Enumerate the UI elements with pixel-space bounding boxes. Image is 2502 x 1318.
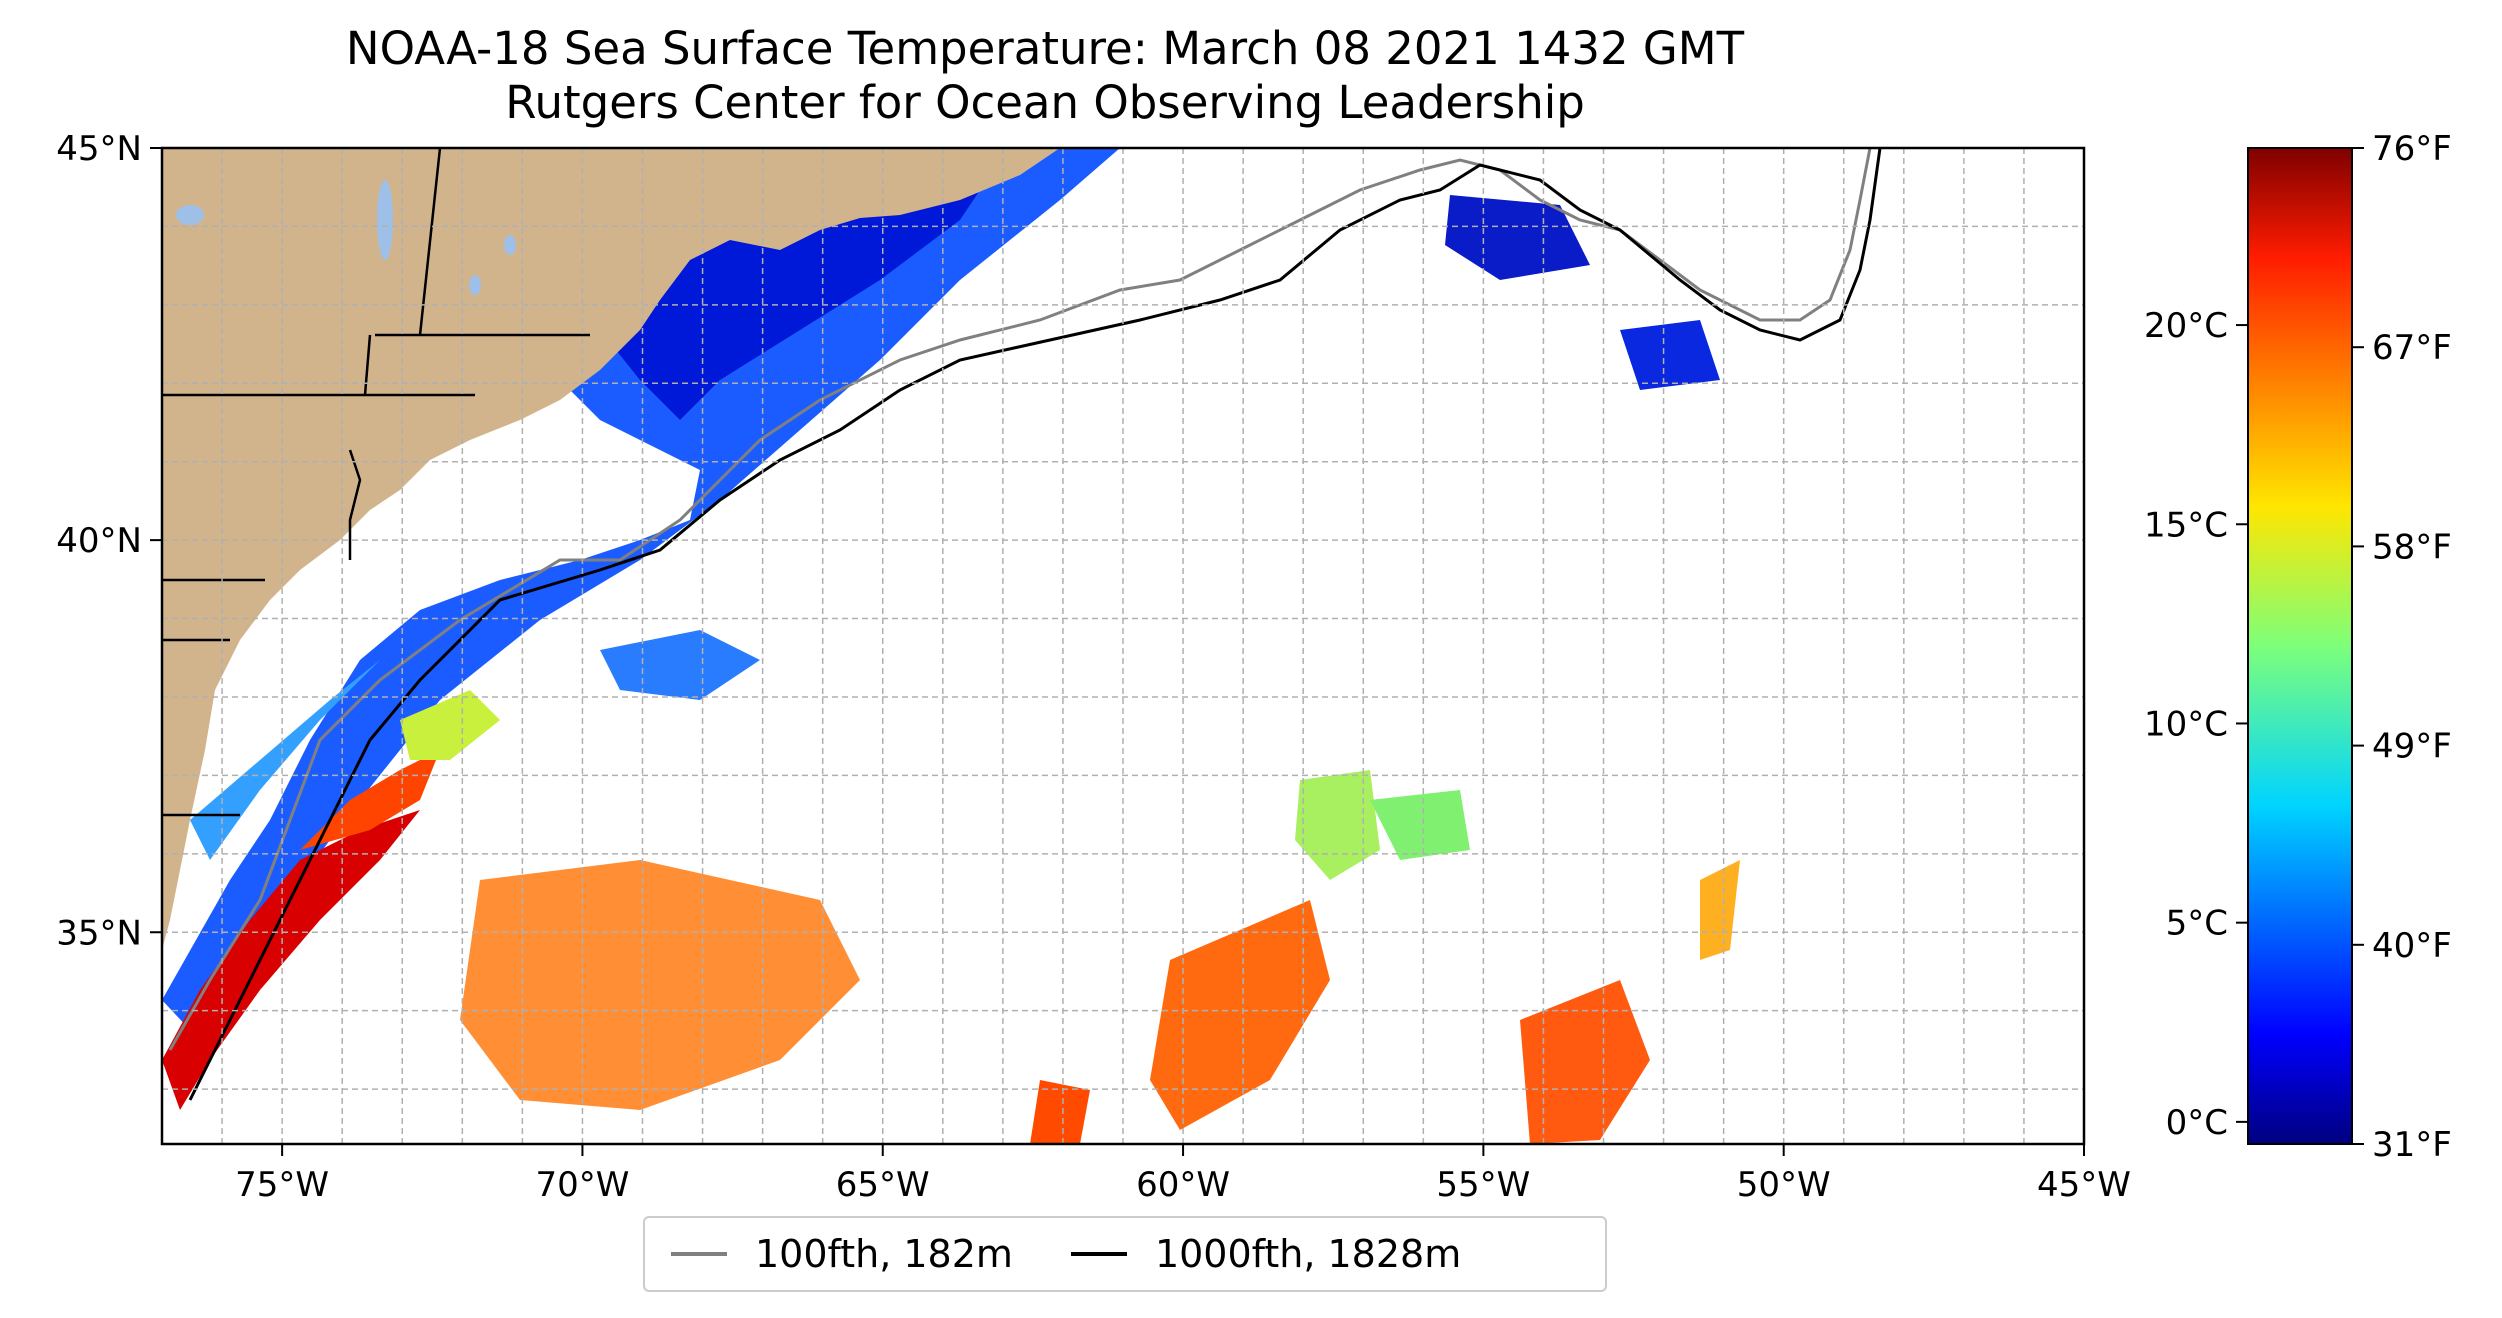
lon-tick-label: 45°W bbox=[2037, 1165, 2131, 1205]
colorbar-c-tick-label: 5°C bbox=[2166, 904, 2228, 944]
state-boundaries bbox=[162, 148, 590, 817]
colorbar-f-tick-label: 76°F bbox=[2372, 129, 2452, 169]
contour-100fth bbox=[168, 148, 1872, 1051]
lakes bbox=[176, 180, 516, 295]
legend-swatch-1000fth bbox=[1070, 1252, 1127, 1256]
contour-1000fth bbox=[188, 148, 1882, 1101]
legend-item-1000fth: 1000fth, 1828m bbox=[1070, 1232, 1462, 1276]
legend-label-100fth: 100fth, 182m bbox=[755, 1232, 1013, 1276]
warm-water-region bbox=[162, 690, 1740, 1144]
title-line-2: Rutgers Center for Ocean Observing Leade… bbox=[505, 76, 1585, 129]
colorbar-f-tick-label: 58°F bbox=[2372, 527, 2452, 567]
lon-tick-label: 70°W bbox=[535, 1165, 629, 1205]
lon-tick-label: 75°W bbox=[235, 1165, 329, 1205]
lon-tick-label: 60°W bbox=[1136, 1165, 1230, 1205]
lon-tick-label: 55°W bbox=[1436, 1165, 1530, 1205]
colorbar-c-tick-label: 0°C bbox=[2166, 1103, 2228, 1143]
legend-label-1000fth: 1000fth, 1828m bbox=[1154, 1232, 1462, 1276]
colorbar-f-tick-label: 67°F bbox=[2372, 328, 2452, 368]
colorbar-c-tick-label: 15°C bbox=[2144, 505, 2228, 545]
map-gridlines bbox=[162, 148, 2084, 1144]
map-frame bbox=[160, 146, 2086, 1146]
colorbar bbox=[2247, 147, 2353, 1145]
colorbar-f-tick-label: 49°F bbox=[2372, 727, 2452, 767]
legend-item-100fth: 100fth, 182m bbox=[671, 1232, 1013, 1276]
title-line-1: NOAA-18 Sea Surface Temperature: March 0… bbox=[345, 22, 1745, 75]
colorbar-c-tick-label: 20°C bbox=[2144, 306, 2228, 346]
lat-tick-label: 35°N bbox=[56, 913, 142, 953]
lat-tick-label: 45°N bbox=[56, 129, 142, 169]
colorbar-f-tick-label: 40°F bbox=[2372, 926, 2452, 966]
lon-tick-label: 65°W bbox=[836, 1165, 930, 1205]
lon-tick-label: 50°W bbox=[1737, 1165, 1831, 1205]
colorbar-c-tick-label: 10°C bbox=[2144, 704, 2228, 744]
colorbar-f-tick-label: 31°F bbox=[2372, 1125, 2452, 1165]
contour-legend: 100fth, 182m 1000fth, 1828m bbox=[643, 1216, 1607, 1292]
lat-tick-label: 40°N bbox=[56, 521, 142, 561]
legend-swatch-100fth bbox=[671, 1252, 727, 1256]
